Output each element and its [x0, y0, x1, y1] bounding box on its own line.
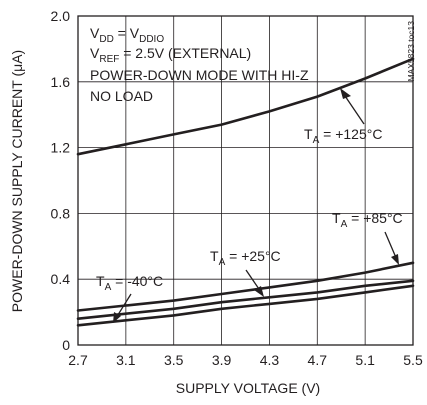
y-tick-label: 1.2	[51, 140, 71, 156]
series-lines	[76, 57, 415, 327]
arrow-minus40c	[115, 293, 132, 319]
condition-mode: POWER-DOWN MODE WITH HI-Z	[90, 67, 309, 83]
x-tick-label: 5.5	[403, 352, 423, 368]
x-tick-label: 4.3	[260, 352, 280, 368]
x-tick-labels: 2.7 3.1 3.5 3.9 4.3 4.7 5.1 5.5	[68, 352, 423, 368]
grid	[78, 16, 413, 345]
x-tick-label: 2.7	[68, 352, 88, 368]
arrowhead-minus40c	[113, 312, 121, 323]
y-tick-label: 0.8	[51, 205, 71, 221]
x-axis-label: SUPPLY VOLTAGE (V)	[176, 380, 320, 396]
y-tick-label: 1.6	[51, 74, 71, 90]
x-tick-label: 3.9	[212, 352, 232, 368]
series-line	[76, 279, 415, 321]
conditions-block: VDD = VDDIO VREF = 2.5V (EXTERNAL) POWER…	[90, 25, 309, 104]
label-125c: TA = +125°C	[304, 126, 382, 146]
series-annotations: TA = +125°C TA = +85°C TA = +25°C TA = -…	[96, 88, 403, 323]
arrow-125c	[342, 92, 365, 125]
y-tick-label: 0	[62, 337, 70, 353]
condition-load: NO LOAD	[90, 88, 153, 104]
arrowhead-125c	[340, 88, 351, 99]
y-tick-label: 0.4	[51, 271, 71, 287]
y-axis-label: POWER-DOWN SUPPLY CURRENT (μA)	[9, 50, 25, 312]
x-tick-label: 5.1	[355, 352, 375, 368]
arrowhead-85c	[391, 254, 399, 265]
y-tick-labels: 0 0.4 0.8 1.2 1.6 2.0	[51, 8, 71, 353]
x-tick-label: 3.1	[116, 352, 136, 368]
series-line	[76, 284, 415, 327]
y-tick-label: 2.0	[51, 8, 71, 24]
condition-vref: VREF = 2.5V (EXTERNAL)	[90, 45, 251, 65]
series-line	[76, 261, 415, 312]
label-minus40c: TA = -40°C	[96, 273, 163, 293]
x-tick-label: 3.5	[164, 352, 184, 368]
arrowhead-25c	[254, 286, 264, 297]
label-85c: TA = +85°C	[332, 210, 403, 230]
condition-vdd: VDD = VDDIO	[90, 25, 164, 45]
series-line	[76, 57, 415, 156]
plot-frame	[77, 15, 414, 346]
chart-id: MAX5823 toc13	[406, 21, 416, 82]
label-25c: TA = +25°C	[210, 248, 281, 268]
x-tick-label: 4.7	[308, 352, 328, 368]
